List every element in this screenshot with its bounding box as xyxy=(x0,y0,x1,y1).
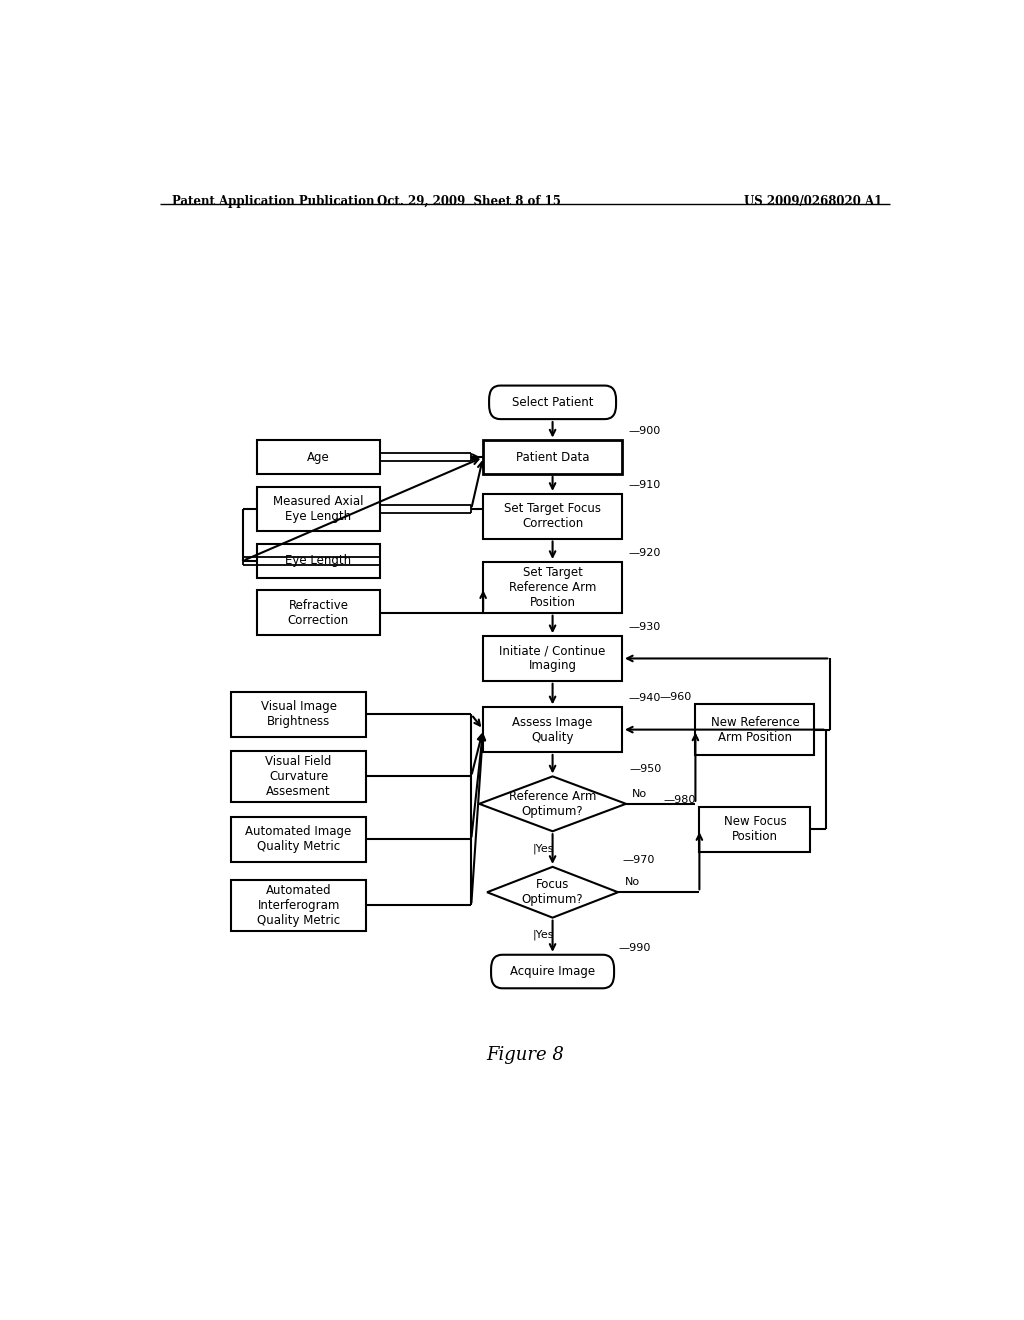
Text: —920: —920 xyxy=(629,548,660,558)
Bar xyxy=(231,692,367,737)
Text: —990: —990 xyxy=(618,942,650,953)
Bar xyxy=(483,708,622,752)
Bar xyxy=(257,590,380,635)
Text: |Yes: |Yes xyxy=(532,929,554,940)
Bar xyxy=(483,494,622,539)
Text: No: No xyxy=(633,789,647,799)
Text: Patent Application Publication: Patent Application Publication xyxy=(172,195,374,209)
Text: Acquire Image: Acquire Image xyxy=(510,965,595,978)
Text: —950: —950 xyxy=(630,764,663,775)
Text: Automated Image
Quality Metric: Automated Image Quality Metric xyxy=(246,825,352,854)
Text: Patient Data: Patient Data xyxy=(516,450,590,463)
Text: Focus
Optimum?: Focus Optimum? xyxy=(522,878,584,907)
Bar xyxy=(257,441,380,474)
Text: —970: —970 xyxy=(622,855,654,865)
Bar xyxy=(699,807,811,851)
Text: Measured Axial
Eye Length: Measured Axial Eye Length xyxy=(273,495,364,523)
Text: |Yes: |Yes xyxy=(532,843,554,854)
Text: Automated
Interferogram
Quality Metric: Automated Interferogram Quality Metric xyxy=(257,884,340,927)
Text: Set Target Focus
Correction: Set Target Focus Correction xyxy=(504,502,601,531)
Bar xyxy=(483,636,622,681)
Text: Visual Field
Curvature
Assesment: Visual Field Curvature Assesment xyxy=(265,755,332,797)
Text: —930: —930 xyxy=(629,622,660,632)
Text: No: No xyxy=(625,878,640,887)
Text: Set Target
Reference Arm
Position: Set Target Reference Arm Position xyxy=(509,566,596,609)
Text: Refractive
Correction: Refractive Correction xyxy=(288,599,349,627)
Text: —900: —900 xyxy=(629,426,660,437)
Text: Age: Age xyxy=(307,450,330,463)
Text: New Focus
Position: New Focus Position xyxy=(724,816,786,843)
Text: Reference Arm
Optimum?: Reference Arm Optimum? xyxy=(509,789,596,818)
Bar xyxy=(695,704,814,755)
Bar xyxy=(257,544,380,578)
Text: Eye Length: Eye Length xyxy=(286,554,351,568)
Text: Oct. 29, 2009  Sheet 8 of 15: Oct. 29, 2009 Sheet 8 of 15 xyxy=(377,195,561,209)
Bar xyxy=(231,751,367,801)
Bar xyxy=(257,487,380,532)
Bar xyxy=(483,441,622,474)
Polygon shape xyxy=(479,776,626,832)
Bar xyxy=(231,880,367,931)
Text: New Reference
Arm Position: New Reference Arm Position xyxy=(711,715,800,743)
Text: —980: —980 xyxy=(664,795,695,805)
Text: US 2009/0268020 A1: US 2009/0268020 A1 xyxy=(743,195,882,209)
Text: Initiate / Continue
Imaging: Initiate / Continue Imaging xyxy=(500,644,606,672)
FancyBboxPatch shape xyxy=(489,385,616,420)
Text: —910: —910 xyxy=(629,479,660,490)
Text: Select Patient: Select Patient xyxy=(512,396,593,409)
Text: Assess Image
Quality: Assess Image Quality xyxy=(512,715,593,743)
Bar xyxy=(231,817,367,862)
Polygon shape xyxy=(487,867,618,917)
Text: —960: —960 xyxy=(659,692,691,702)
Text: Figure 8: Figure 8 xyxy=(485,1045,564,1064)
Text: Visual Image
Brightness: Visual Image Brightness xyxy=(261,701,337,729)
Text: —940: —940 xyxy=(629,693,660,704)
Bar xyxy=(483,562,622,612)
FancyBboxPatch shape xyxy=(492,954,614,989)
